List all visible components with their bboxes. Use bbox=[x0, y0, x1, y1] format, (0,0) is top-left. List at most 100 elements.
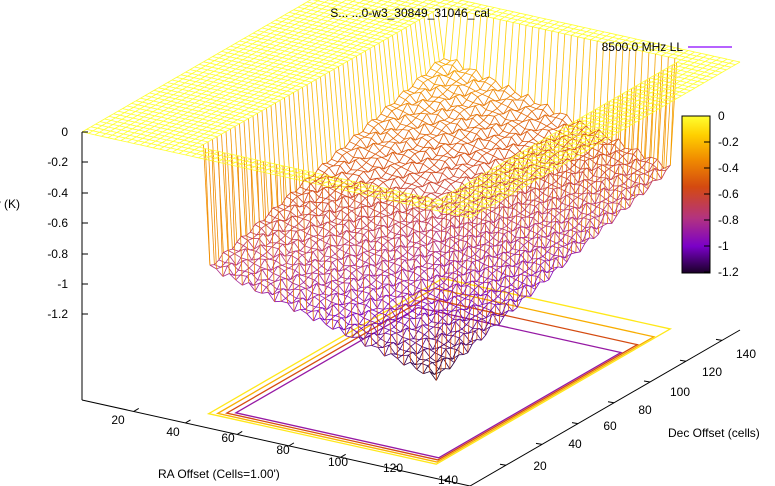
mesh-segment bbox=[370, 37, 378, 40]
mesh-segment bbox=[155, 91, 161, 95]
mesh-segment bbox=[278, 82, 284, 86]
mesh-segment bbox=[216, 100, 224, 103]
mesh-segment bbox=[304, 177, 310, 181]
mesh-segment bbox=[563, 137, 571, 140]
mesh-segment bbox=[326, 324, 334, 330]
mesh-segment bbox=[360, 264, 368, 268]
mesh-segment bbox=[410, 21, 416, 26]
mesh-segment bbox=[375, 24, 383, 27]
mesh-segment bbox=[390, 30, 398, 34]
mesh-segment bbox=[435, 107, 443, 112]
mesh-segment bbox=[459, 6, 466, 9]
mesh-segment bbox=[601, 38, 609, 41]
mesh-segment bbox=[188, 98, 194, 102]
mesh-segment bbox=[180, 131, 187, 134]
mesh-segment bbox=[478, 267, 486, 273]
mesh-segment bbox=[195, 125, 201, 129]
mesh-segment bbox=[381, 36, 389, 39]
mesh-segment bbox=[576, 140, 584, 143]
mesh-segment bbox=[338, 66, 346, 148]
mesh-segment bbox=[707, 54, 715, 57]
mesh-segment bbox=[474, 105, 482, 117]
mesh-segment bbox=[346, 46, 353, 49]
mesh-segment bbox=[640, 46, 647, 49]
mesh-segment bbox=[320, 27, 326, 31]
mesh-segment bbox=[501, 103, 509, 108]
mesh-segment bbox=[332, 15, 338, 19]
mesh-segment bbox=[127, 141, 134, 144]
mesh-segment bbox=[554, 231, 562, 241]
mesh-segment bbox=[457, 167, 465, 173]
mesh-segment bbox=[113, 110, 119, 115]
mesh-segment bbox=[142, 99, 148, 103]
mesh-segment bbox=[318, 69, 324, 74]
mesh-segment bbox=[554, 24, 561, 27]
mesh-segment bbox=[697, 81, 705, 84]
mesh-segment bbox=[344, 147, 352, 151]
mesh-segment bbox=[341, 46, 347, 50]
mesh-segment bbox=[292, 17, 298, 21]
mesh-segment bbox=[239, 87, 246, 90]
mesh-segment bbox=[675, 47, 682, 50]
mesh-segment bbox=[321, 8, 329, 11]
mesh-segment bbox=[371, 138, 379, 145]
mesh-segment bbox=[405, 161, 413, 165]
mesh-segment bbox=[378, 123, 386, 131]
mesh-segment bbox=[299, 21, 306, 24]
mesh-segment bbox=[450, 0, 455, 2]
mesh-segment bbox=[235, 76, 241, 80]
mesh-segment bbox=[451, 84, 459, 86]
mesh-segment bbox=[254, 94, 261, 97]
mesh-segment bbox=[394, 308, 402, 311]
mesh-segment bbox=[303, 218, 310, 222]
mesh-segment bbox=[308, 190, 314, 194]
mesh-segment bbox=[171, 90, 178, 93]
mesh-segment bbox=[588, 128, 595, 131]
mesh-segment bbox=[464, 152, 472, 159]
mesh-segment bbox=[281, 67, 289, 71]
mesh-segment bbox=[400, 102, 408, 107]
mesh-segment bbox=[297, 53, 305, 56]
mesh-segment bbox=[335, 36, 343, 39]
mesh-segment bbox=[327, 64, 333, 69]
mesh-segment bbox=[480, 89, 487, 92]
mesh-segment bbox=[368, 20, 374, 24]
mesh-segment bbox=[386, 9, 392, 13]
mesh-segment bbox=[316, 206, 324, 213]
mesh-segment bbox=[123, 120, 129, 124]
mesh-segment bbox=[404, 0, 410, 3]
mesh-segment bbox=[290, 192, 298, 197]
mesh-segment bbox=[200, 65, 206, 69]
mesh-segment bbox=[635, 49, 643, 52]
mesh-segment bbox=[293, 262, 300, 266]
mesh-segment bbox=[267, 169, 275, 172]
mesh-segment bbox=[255, 95, 261, 99]
mesh-segment bbox=[110, 128, 116, 132]
mesh-segment bbox=[240, 66, 247, 69]
mesh-segment bbox=[598, 138, 606, 141]
mesh-segment bbox=[488, 114, 495, 117]
mesh-segment bbox=[498, 276, 506, 282]
mesh-segment bbox=[356, 42, 362, 46]
mesh-segment bbox=[444, 262, 451, 267]
mesh-segment bbox=[205, 137, 213, 140]
mesh-segment bbox=[428, 329, 436, 338]
mesh-segment bbox=[350, 30, 356, 34]
mesh-segment bbox=[268, 29, 275, 32]
mesh-segment bbox=[569, 148, 577, 155]
mesh-segment bbox=[602, 135, 610, 138]
mesh-segment bbox=[183, 114, 190, 117]
mesh-segment bbox=[542, 165, 550, 168]
mesh-segment bbox=[205, 65, 212, 68]
mesh-segment bbox=[354, 303, 363, 316]
mesh-segment bbox=[246, 67, 254, 70]
mesh-segment bbox=[88, 133, 95, 136]
mesh-segment bbox=[384, 119, 390, 131]
mesh-segment bbox=[341, 48, 349, 52]
mesh-segment bbox=[263, 214, 269, 221]
mesh-segment bbox=[343, 52, 351, 56]
mesh-segment bbox=[452, 335, 460, 339]
mesh-segment bbox=[498, 170, 506, 173]
mesh-segment bbox=[461, 8, 467, 12]
mesh-segment bbox=[222, 112, 230, 115]
